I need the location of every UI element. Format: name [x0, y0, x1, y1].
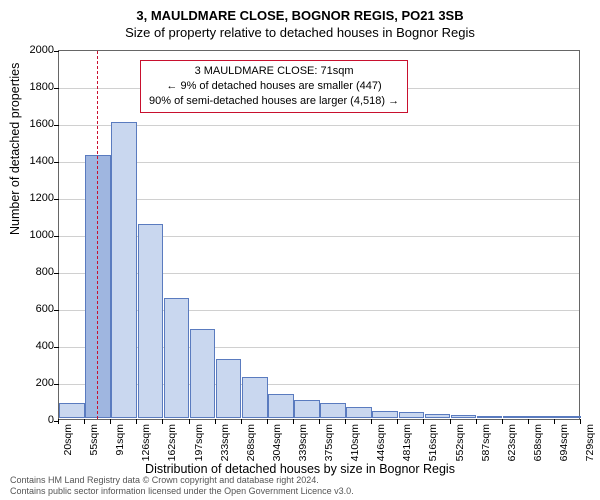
ytick-label: 800	[14, 266, 54, 278]
ytick-mark	[54, 273, 59, 274]
ytick-label: 2000	[14, 44, 54, 56]
xtick-mark	[84, 419, 85, 424]
xtick-mark	[136, 419, 137, 424]
xtick-mark	[528, 419, 529, 424]
histogram-bar	[451, 415, 477, 418]
xtick-label: 339sqm	[297, 424, 309, 461]
xtick-label: 410sqm	[349, 424, 361, 461]
callout-line: 3 MAULDMARE CLOSE: 71sqm	[149, 64, 399, 79]
xtick-mark	[267, 419, 268, 424]
histogram-bar	[138, 224, 164, 418]
histogram-bar	[190, 329, 216, 418]
callout-line: 90% of semi-detached houses are larger (…	[149, 94, 399, 109]
xtick-mark	[241, 419, 242, 424]
histogram-bar	[216, 359, 242, 418]
xtick-mark	[110, 419, 111, 424]
ytick-label: 1600	[14, 118, 54, 130]
xtick-label: 91sqm	[114, 424, 126, 456]
callout-box: 3 MAULDMARE CLOSE: 71sqm ← 9% of detache…	[140, 60, 408, 113]
ytick-label: 200	[14, 377, 54, 389]
histogram-bar	[59, 403, 85, 418]
xtick-mark	[502, 419, 503, 424]
ytick-mark	[54, 384, 59, 385]
ytick-mark	[54, 125, 59, 126]
histogram-bar	[425, 414, 451, 418]
xtick-label: 552sqm	[454, 424, 466, 461]
xtick-label: 304sqm	[271, 424, 283, 461]
xtick-label: 516sqm	[427, 424, 439, 461]
histogram-bar	[399, 412, 425, 418]
histogram-bar	[555, 416, 581, 418]
histogram-bar	[346, 407, 372, 418]
ytick-label: 1000	[14, 229, 54, 241]
histogram-bar	[294, 400, 320, 419]
xtick-label: 375sqm	[323, 424, 335, 461]
histogram-bar	[111, 122, 137, 418]
histogram-chart: 3 MAULDMARE CLOSE: 71sqm ← 9% of detache…	[58, 50, 580, 420]
xtick-mark	[345, 419, 346, 424]
ytick-mark	[54, 88, 59, 89]
xtick-mark	[189, 419, 190, 424]
xtick-label: 446sqm	[375, 424, 387, 461]
ytick-label: 600	[14, 303, 54, 315]
histogram-bar	[372, 411, 398, 418]
xtick-label: 126sqm	[140, 424, 152, 461]
histogram-bar	[503, 416, 529, 418]
histogram-bar	[320, 403, 346, 418]
xtick-label: 658sqm	[532, 424, 544, 461]
xtick-mark	[397, 419, 398, 424]
footer-line: Contains public sector information licen…	[10, 486, 354, 496]
xtick-label: 20sqm	[62, 424, 74, 456]
marker-line	[97, 51, 98, 419]
xtick-label: 55sqm	[88, 424, 100, 456]
xtick-label: 694sqm	[558, 424, 570, 461]
xtick-mark	[423, 419, 424, 424]
xtick-mark	[371, 419, 372, 424]
ytick-label: 1400	[14, 155, 54, 167]
xtick-label: 623sqm	[506, 424, 518, 461]
xtick-label: 729sqm	[584, 424, 596, 461]
xtick-mark	[319, 419, 320, 424]
xtick-mark	[162, 419, 163, 424]
footer-attribution: Contains HM Land Registry data © Crown c…	[10, 475, 354, 496]
xtick-label: 481sqm	[401, 424, 413, 461]
ytick-mark	[54, 51, 59, 52]
xtick-mark	[293, 419, 294, 424]
page-title: 3, MAULDMARE CLOSE, BOGNOR REGIS, PO21 3…	[0, 8, 600, 25]
histogram-bar	[529, 416, 555, 418]
xtick-label: 233sqm	[219, 424, 231, 461]
xtick-label: 587sqm	[480, 424, 492, 461]
page-subtitle: Size of property relative to detached ho…	[0, 25, 600, 42]
ytick-mark	[54, 347, 59, 348]
ytick-label: 1200	[14, 192, 54, 204]
x-axis-label: Distribution of detached houses by size …	[0, 462, 600, 476]
xtick-mark	[580, 419, 581, 424]
ytick-label: 400	[14, 340, 54, 352]
histogram-bar	[242, 377, 268, 418]
ytick-mark	[54, 236, 59, 237]
callout-line: ← 9% of detached houses are smaller (447…	[149, 79, 399, 94]
histogram-bar	[164, 298, 190, 418]
xtick-mark	[215, 419, 216, 424]
histogram-bar	[477, 416, 503, 418]
xtick-label: 268sqm	[245, 424, 257, 461]
ytick-mark	[54, 162, 59, 163]
xtick-label: 162sqm	[166, 424, 178, 461]
histogram-bar	[268, 394, 294, 418]
xtick-mark	[476, 419, 477, 424]
histogram-bar	[85, 155, 111, 418]
xtick-mark	[450, 419, 451, 424]
xtick-label: 197sqm	[193, 424, 205, 461]
footer-line: Contains HM Land Registry data © Crown c…	[10, 475, 354, 485]
ytick-mark	[54, 310, 59, 311]
ytick-label: 1800	[14, 81, 54, 93]
xtick-mark	[58, 419, 59, 424]
ytick-mark	[54, 199, 59, 200]
xtick-mark	[554, 419, 555, 424]
ytick-label: 0	[14, 414, 54, 426]
